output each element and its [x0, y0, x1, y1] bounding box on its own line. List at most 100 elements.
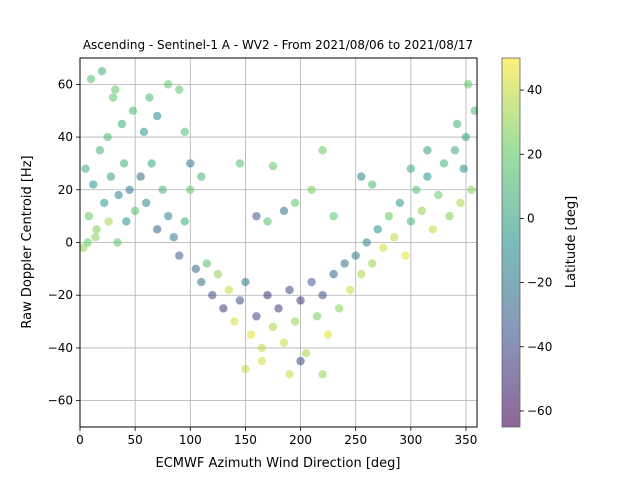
x-tick-label: 150: [234, 433, 257, 447]
data-point: [106, 172, 116, 181]
data-point: [197, 172, 206, 181]
data-point: [340, 259, 349, 268]
data-point: [329, 269, 338, 279]
y-tick-label: 40: [58, 130, 73, 144]
data-point: [357, 172, 366, 181]
data-point: [470, 106, 477, 115]
data-point: [307, 277, 316, 287]
data-point: [128, 106, 138, 115]
data-point: [450, 146, 460, 155]
data-point: [395, 198, 405, 208]
data-point: [235, 296, 245, 305]
data-point: [139, 127, 149, 136]
x-axis-label: ECMWF Azimuth Wind Direction [deg]: [156, 456, 401, 471]
colorbar-tick-label: 40: [527, 83, 542, 97]
data-point: [268, 322, 278, 332]
data-point: [97, 66, 107, 76]
colorbar-tick-label: −40: [527, 340, 552, 354]
data-point: [318, 146, 327, 155]
data-point: [108, 93, 118, 102]
data-point: [252, 211, 261, 221]
colorbar-tick-label: −20: [527, 276, 552, 290]
data-point: [296, 296, 305, 305]
data-point: [81, 164, 90, 173]
data-point: [252, 312, 261, 321]
data-point: [406, 217, 416, 226]
data-point: [117, 119, 127, 129]
data-point: [83, 238, 92, 247]
data-point: [186, 185, 195, 194]
data-point: [114, 190, 123, 200]
data-point: [285, 285, 294, 295]
grid-lines: [79, 58, 477, 427]
data-point: [147, 159, 156, 168]
data-point: [119, 159, 129, 168]
colorbar-label: Latitude [deg]: [564, 196, 579, 288]
data-point: [241, 277, 250, 287]
colorbar-tick-label: 0: [527, 211, 535, 225]
data-point: [180, 217, 189, 226]
data-point: [312, 312, 322, 321]
colorbar-tick-label: 20: [527, 147, 542, 161]
data-point: [89, 180, 98, 189]
data-point: [224, 285, 234, 295]
y-tick-label: −40: [48, 341, 73, 355]
data-point: [368, 259, 377, 268]
data-point: [463, 80, 473, 89]
data-point: [103, 132, 112, 142]
data-point: [230, 317, 239, 326]
data-point: [423, 146, 432, 155]
data-point: [285, 370, 294, 379]
data-point: [257, 343, 267, 353]
y-tick-label: 0: [65, 236, 73, 250]
data-point: [152, 111, 162, 121]
data-point: [130, 206, 140, 216]
data-point: [113, 238, 122, 247]
x-tick-label: 50: [127, 433, 142, 447]
data-point: [91, 233, 100, 242]
data-point: [95, 146, 105, 155]
data-point: [152, 225, 162, 234]
data-point: [417, 206, 427, 216]
data-point: [412, 185, 421, 194]
data-point: [274, 304, 283, 313]
data-point: [318, 370, 327, 379]
data-point: [390, 233, 399, 242]
data-point: [213, 269, 223, 279]
data-point: [373, 225, 382, 234]
data-point: [406, 164, 416, 173]
data-point: [461, 132, 471, 142]
data-point: [235, 159, 245, 168]
colorbar-ticks: −60 −40 −20 0 20 40: [520, 83, 552, 418]
data-point: [125, 185, 134, 194]
data-point: [439, 159, 449, 168]
data-point: [334, 304, 344, 313]
data-point: [452, 119, 462, 129]
data-point: [456, 198, 465, 208]
data-point: [180, 127, 189, 136]
data-point: [197, 277, 206, 287]
data-point: [92, 225, 101, 234]
data-point: [459, 164, 468, 173]
x-tick-label: 300: [399, 433, 422, 447]
data-point: [175, 85, 184, 94]
data-point: [257, 356, 267, 366]
data-point: [111, 85, 120, 94]
data-point: [219, 304, 228, 313]
data-point: [445, 211, 454, 221]
data-point: [351, 251, 360, 260]
data-point: [186, 159, 195, 168]
data-point: [263, 217, 272, 226]
data-point: [145, 93, 154, 102]
colorbar: [501, 57, 521, 428]
data-points: [80, 66, 477, 379]
x-axis-ticks: 0 50 100 150 200 250 300 350: [76, 427, 477, 447]
data-point: [467, 185, 476, 194]
y-tick-label: 60: [58, 77, 73, 91]
data-point: [191, 264, 200, 274]
colorbar-tick-label: −60: [527, 404, 552, 418]
data-point: [384, 211, 393, 221]
data-point: [241, 364, 250, 374]
y-axis-ticks: −60 −40 −20 0 20 40 60: [48, 77, 80, 408]
data-point: [158, 185, 167, 194]
